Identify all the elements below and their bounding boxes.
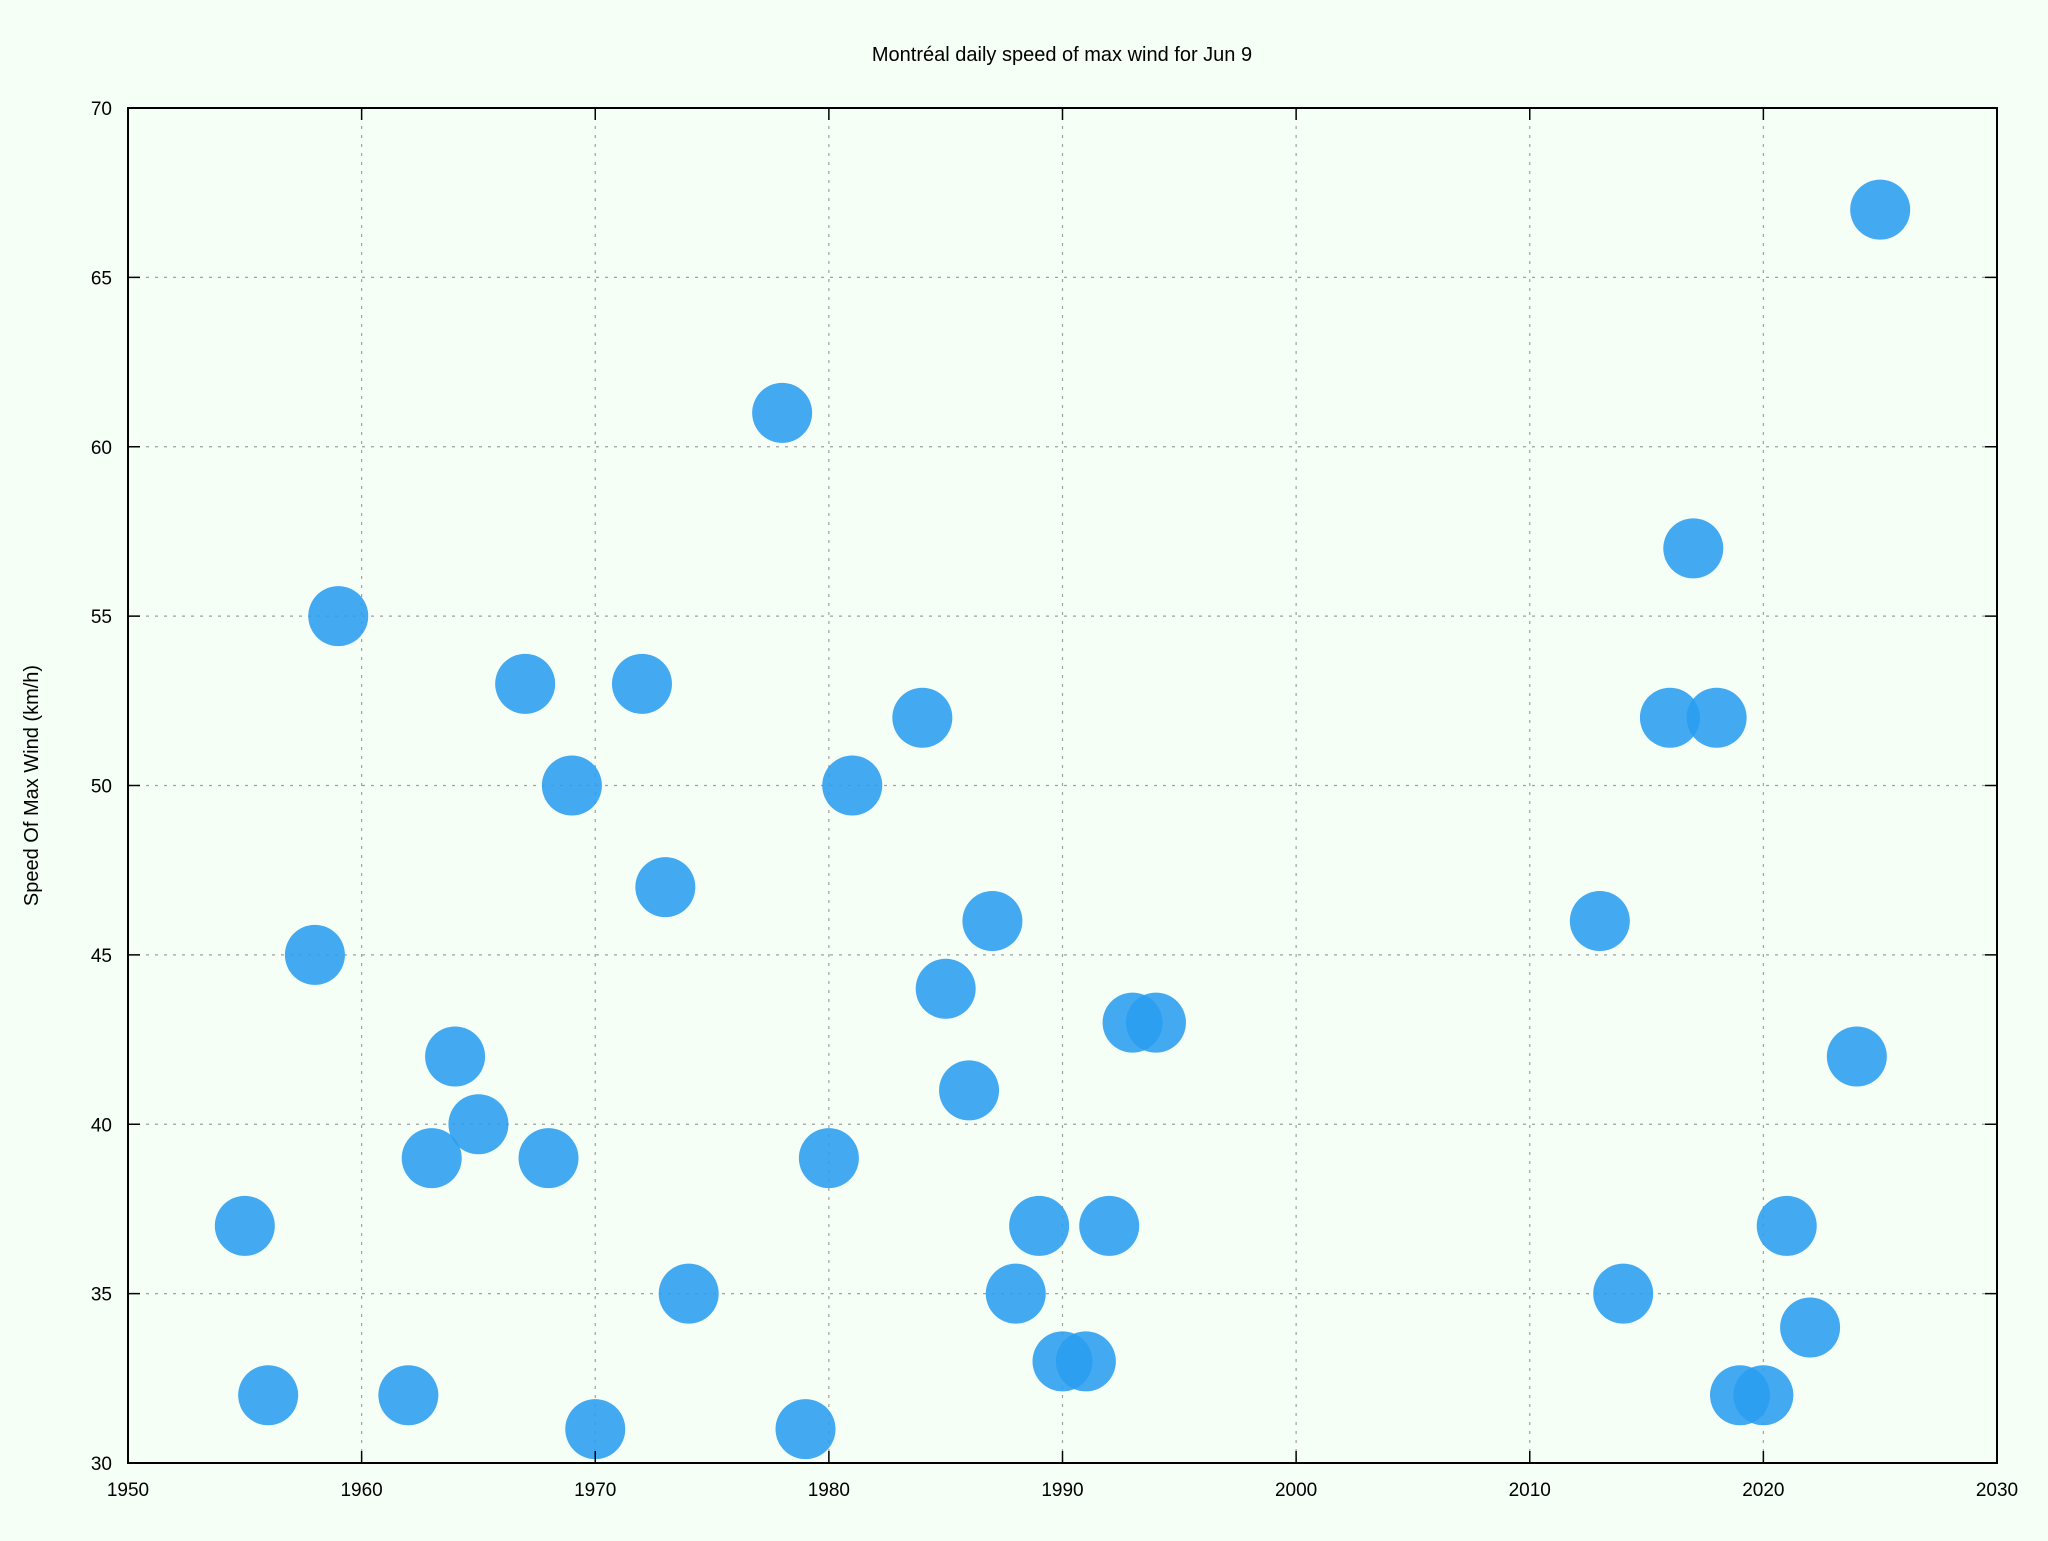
data-point bbox=[425, 1026, 486, 1087]
data-point bbox=[308, 586, 369, 647]
data-point bbox=[1733, 1365, 1794, 1426]
x-tick-label: 2020 bbox=[1742, 1480, 1784, 1501]
data-point bbox=[284, 924, 345, 985]
y-tick-label: 60 bbox=[91, 438, 112, 459]
x-tick-label: 1960 bbox=[340, 1480, 382, 1501]
data-point bbox=[1826, 1026, 1887, 1087]
y-tick-label: 70 bbox=[91, 99, 112, 120]
data-point bbox=[1593, 1263, 1654, 1324]
data-point bbox=[1079, 1195, 1140, 1256]
data-point bbox=[1850, 179, 1911, 240]
data-point bbox=[1780, 1297, 1841, 1358]
data-point bbox=[1686, 687, 1747, 748]
data-point bbox=[915, 958, 976, 1019]
y-tick-label: 30 bbox=[91, 1454, 112, 1475]
data-point bbox=[541, 755, 602, 816]
data-point bbox=[1125, 992, 1186, 1053]
y-tick-label: 40 bbox=[91, 1115, 112, 1136]
y-tick-label: 65 bbox=[91, 268, 112, 289]
data-point bbox=[1009, 1195, 1070, 1256]
x-tick-label: 1980 bbox=[808, 1480, 850, 1501]
data-point bbox=[378, 1365, 439, 1426]
data-point bbox=[892, 687, 953, 748]
chart-title: Montréal daily speed of max wind for Jun… bbox=[872, 44, 1252, 66]
y-tick-labels: 30 35 40 45 50 55 60 65 70 bbox=[91, 99, 112, 1475]
x-tick-label: 1970 bbox=[574, 1480, 616, 1501]
x-tick-label: 1990 bbox=[1041, 1480, 1083, 1501]
x-tick-label: 1950 bbox=[107, 1480, 149, 1501]
y-tick-label: 45 bbox=[91, 946, 112, 967]
x-tick-label: 2010 bbox=[1509, 1480, 1551, 1501]
axis-ticks bbox=[127, 107, 1998, 1464]
data-point bbox=[1569, 891, 1630, 951]
grid-layer bbox=[128, 108, 1997, 1463]
data-point bbox=[939, 1060, 1000, 1121]
x-tick-label: 2000 bbox=[1275, 1480, 1317, 1501]
data-point bbox=[611, 653, 672, 714]
data-point bbox=[448, 1094, 509, 1155]
data-point bbox=[985, 1263, 1046, 1324]
data-point bbox=[752, 382, 813, 443]
data-point bbox=[658, 1263, 719, 1324]
data-point bbox=[214, 1195, 275, 1256]
data-point bbox=[962, 891, 1023, 951]
data-points bbox=[214, 179, 1911, 1460]
data-point bbox=[1756, 1195, 1817, 1256]
y-tick-label: 55 bbox=[91, 607, 112, 628]
data-point bbox=[1055, 1331, 1116, 1392]
data-point bbox=[1639, 687, 1700, 748]
data-point bbox=[635, 857, 696, 918]
data-point bbox=[1663, 518, 1724, 579]
data-point bbox=[495, 653, 556, 714]
data-point bbox=[798, 1128, 859, 1189]
x-tick-label: 2030 bbox=[1976, 1480, 2018, 1501]
data-point bbox=[565, 1399, 626, 1460]
data-point bbox=[401, 1128, 462, 1189]
y-tick-label: 35 bbox=[91, 1285, 112, 1306]
data-point bbox=[518, 1128, 579, 1189]
x-tick-labels: 1950 1960 1970 1980 1990 2000 2010 2020 2030 bbox=[107, 1480, 2018, 1501]
y-axis-label: Speed Of Max Wind (km/h) bbox=[21, 665, 43, 906]
data-point bbox=[822, 755, 883, 816]
data-point bbox=[775, 1399, 836, 1460]
y-tick-label: 50 bbox=[91, 777, 112, 798]
data-point bbox=[238, 1365, 299, 1426]
